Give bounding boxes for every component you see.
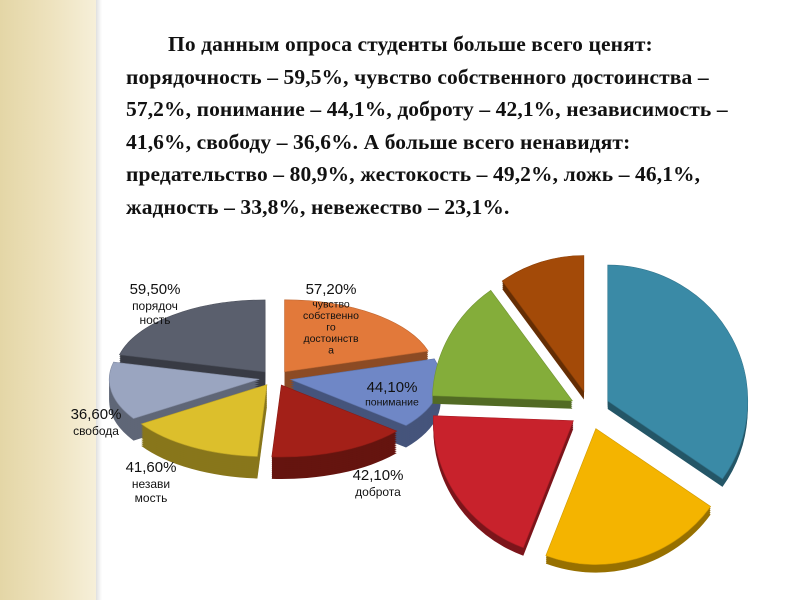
chart1-label-pct-3: 41,60% (126, 459, 177, 476)
chart1-label-pct-0: 57,20% (306, 281, 357, 298)
chart2-slice-0 (607, 264, 748, 480)
chart1-label-name-1-0: понимание (365, 397, 419, 409)
chart1-label-1: 44,10% понимание (365, 379, 419, 409)
chart1-label-pct-4: 36,60% (71, 406, 122, 423)
chart1-group: 57,20% чувство собственно го достоинств а44,1… (71, 281, 441, 505)
chart2-slice-4 (501, 255, 585, 393)
chart1-slice-2 (271, 384, 398, 458)
chart1-slice-5 (118, 299, 266, 373)
chart1-label-name-5-1: ность (139, 313, 170, 327)
chart2-group (432, 255, 748, 573)
chart1-label-name-0-3: достоинств (303, 333, 358, 345)
chart1-slice-0 (284, 299, 429, 373)
chart2-slice-1 (545, 428, 712, 565)
decorative-side-strip (0, 0, 102, 600)
chart1-label-4: 36,60% свобода (71, 406, 122, 438)
chart1-slice-4 (108, 361, 260, 419)
chart1-label-name-0-1: собственно (303, 310, 359, 322)
chart1-label-name-5-0: порядоч (132, 299, 178, 313)
chart1-label-0: 57,20% чувство собственно го достоинств а (303, 281, 359, 357)
chart1-label-name-0-4: а (328, 345, 334, 357)
chart1-label-5: 59,50% порядоч ность (130, 281, 181, 327)
chart2-slice-2 (433, 415, 574, 549)
chart1-label-pct-1: 44,10% (367, 379, 418, 396)
chart1-label-name-2-0: доброта (355, 485, 401, 499)
chart1-label-name-4-0: свобода (73, 424, 119, 438)
chart1-label-3: 41,60% незави мость (126, 459, 177, 505)
chart1-label-pct-2: 42,10% (353, 467, 404, 484)
chart1-label-2: 42,10% доброта (353, 467, 404, 499)
chart2-slice-3 (432, 289, 573, 402)
chart1-slice-3 (140, 384, 268, 457)
chart1-label-pct-5: 59,50% (130, 281, 181, 298)
chart1-label-name-3-1: мость (135, 491, 168, 505)
chart1-label-name-0-2: го (326, 322, 336, 334)
chart1-label-name-3-0: незави (132, 477, 170, 491)
survey-summary-text: По данным опроса студенты больше всего ц… (126, 32, 728, 219)
chart1-label-name-0-0: чувство (312, 299, 350, 311)
